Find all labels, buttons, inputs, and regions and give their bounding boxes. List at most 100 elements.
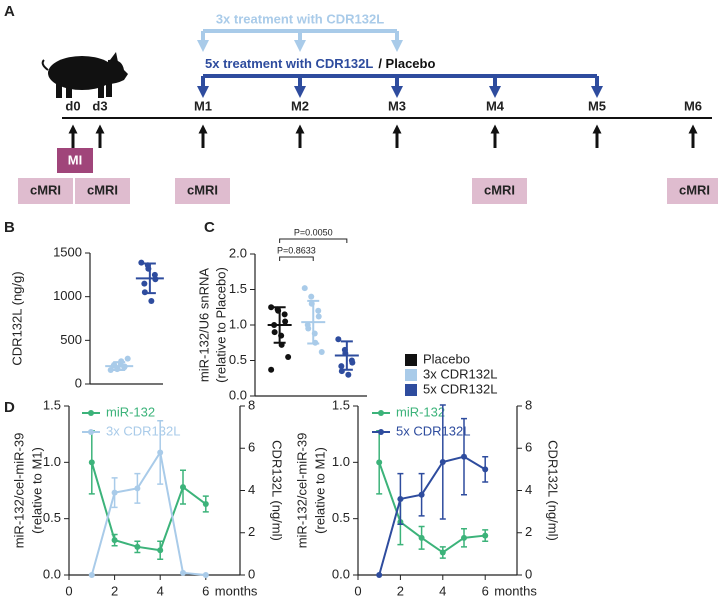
- data-point: [111, 537, 118, 544]
- data-point: [439, 458, 446, 465]
- data-point: [439, 549, 446, 556]
- data-point: [107, 367, 114, 374]
- imaging-box: [75, 178, 130, 204]
- data-point: [202, 572, 209, 578]
- legend-label: 3x CDR132L: [106, 423, 180, 438]
- data-point: [418, 534, 425, 541]
- legend-label: 3x CDR132L: [423, 366, 497, 381]
- y-tick-label: 0.0: [332, 566, 350, 581]
- timepoint-label: d0: [65, 98, 80, 113]
- imaging-box: [175, 178, 230, 204]
- y2-tick-label: 4: [525, 482, 532, 497]
- data-point: [461, 453, 467, 460]
- imaging-label: cMRI: [30, 182, 61, 197]
- timepoint-label: M2: [291, 98, 309, 113]
- y-tick-label: 1.5: [43, 397, 61, 412]
- bracket: [279, 238, 348, 243]
- y-tick-label: 1000: [53, 288, 82, 303]
- x-tick-label: 4: [157, 583, 164, 598]
- data-point: [335, 336, 342, 343]
- x-tick-label: 4: [439, 583, 446, 598]
- data-point: [482, 466, 489, 473]
- imaging-box: [472, 178, 527, 204]
- legend-marker: [378, 429, 384, 435]
- x-tick-label: 6: [202, 583, 209, 598]
- imaging-label: cMRI: [484, 182, 515, 197]
- y-tick-label: 0.0: [43, 566, 61, 581]
- panel-label: D: [4, 399, 15, 416]
- y-axis-label: (relative to Placebo): [213, 267, 228, 383]
- sd-bar: [113, 361, 126, 372]
- y-tick-label: 1500: [53, 244, 82, 259]
- y-tick-label: 0.5: [43, 510, 61, 525]
- panel-label: A: [4, 3, 15, 20]
- legend-marker: [378, 410, 384, 416]
- legend-label: miR-132: [106, 404, 155, 419]
- panel-label: B: [4, 219, 15, 236]
- data-point: [349, 359, 356, 366]
- series-line: [90, 462, 207, 552]
- x-tick-label: 2: [397, 583, 404, 598]
- y2-tick-label: 6: [525, 440, 532, 455]
- series-line: [378, 455, 486, 576]
- p-value: P=0.8633: [277, 245, 316, 255]
- y2-tick-label: 2: [248, 524, 255, 539]
- x-axis-label: months: [494, 583, 537, 598]
- data-point: [202, 501, 209, 508]
- y2-tick-label: 2: [525, 524, 532, 539]
- data-point: [151, 271, 158, 278]
- data-point: [134, 485, 141, 492]
- timepoint-label: d3: [92, 98, 107, 113]
- y2-tick-label: 6: [248, 440, 255, 455]
- x-tick-label: 2: [111, 583, 118, 598]
- data-point: [88, 459, 95, 466]
- x-tick-label: 0: [65, 583, 72, 598]
- y-tick-label: 1.5: [229, 281, 247, 296]
- imaging-label: cMRI: [679, 182, 710, 197]
- timepoint-label: M5: [588, 98, 606, 113]
- series-line: [378, 461, 486, 554]
- data-point: [301, 285, 308, 292]
- data-point: [141, 280, 148, 287]
- injury-box: [57, 148, 93, 173]
- data-point: [482, 532, 489, 539]
- injury-label: MI: [68, 152, 82, 167]
- data-point: [138, 259, 145, 266]
- data-point: [315, 307, 322, 314]
- pig: [41, 52, 128, 98]
- data-point: [282, 318, 289, 325]
- y2-axis-label: CDR132L (ng/ml): [546, 440, 561, 541]
- data-point: [157, 547, 164, 554]
- data-point: [180, 484, 186, 491]
- imaging-box: [667, 178, 718, 204]
- data-point: [305, 325, 312, 332]
- legend-marker: [88, 429, 94, 435]
- y2-axis-label: CDR132L (ng/ml): [270, 440, 285, 541]
- timepoint-label: M3: [388, 98, 406, 113]
- y2-tick-label: 8: [525, 397, 532, 412]
- sd-bar: [307, 299, 320, 345]
- y-axis-label: CDR132L (ng/g): [9, 271, 24, 365]
- data-point: [148, 298, 155, 305]
- bracket: [279, 256, 314, 261]
- timepoint-label: M6: [684, 98, 702, 113]
- y-tick-label: 0.0: [229, 387, 247, 402]
- y-tick-label: 1.0: [229, 316, 247, 331]
- x-tick-label: 0: [354, 583, 361, 598]
- y-tick-label: 1.5: [332, 397, 350, 412]
- data-point: [345, 371, 352, 378]
- data-point: [268, 366, 275, 373]
- data-point: [134, 543, 141, 550]
- y2-tick-label: 8: [248, 397, 255, 412]
- data-point: [281, 311, 288, 318]
- imaging-box: [18, 178, 73, 204]
- y-axis-label: miR-132/U6 snRNA: [196, 268, 211, 382]
- legend-label: 5x CDR132L: [396, 423, 470, 438]
- timepoint-label: M4: [486, 98, 505, 113]
- data-point: [111, 489, 118, 496]
- data-point: [376, 459, 383, 466]
- y-tick-label: 500: [60, 332, 82, 347]
- data-point: [271, 329, 278, 336]
- imaging-label: cMRI: [187, 182, 218, 197]
